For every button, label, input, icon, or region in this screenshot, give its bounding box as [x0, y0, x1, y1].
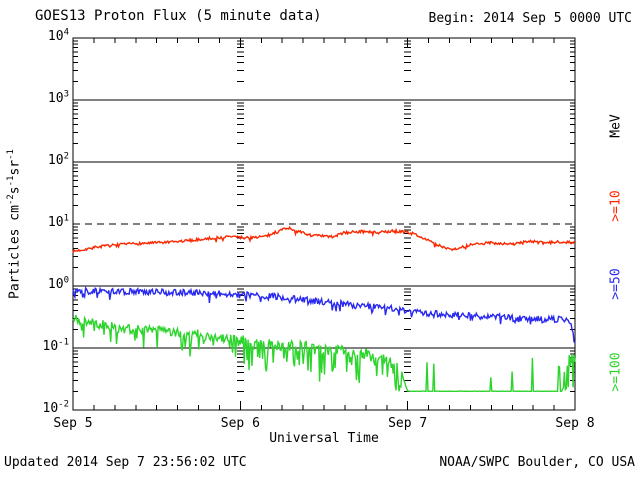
- x-axis-title: Universal Time: [269, 431, 379, 446]
- y-tick-label-10e1: 101: [47, 213, 69, 230]
- trace-100-mev: [72, 315, 576, 393]
- legend-label-10-mev: >=10: [608, 190, 624, 222]
- x-tick-label-sep-8: Sep 8: [555, 416, 595, 431]
- chart-title: GOES13 Proton Flux (5 minute data): [35, 8, 322, 24]
- trace-50-mev: [72, 286, 576, 344]
- legend-label-100-mev: >=100: [608, 352, 624, 392]
- y-tick-label-10e3: 103: [47, 89, 69, 106]
- y-tick-label-10e0: 100: [47, 275, 69, 292]
- begin-time-label: Begin: 2014 Sep 5 0000 UTC: [428, 11, 633, 26]
- y-tick-label-10e-2: 10-2: [42, 399, 70, 416]
- y-axis-title: Particles cm-2s-1sr-1: [6, 149, 23, 299]
- x-tick-label-sep-7: Sep 7: [388, 416, 428, 431]
- trace-10-mev: [72, 225, 576, 254]
- y-tick-label-10e-1: 10-1: [42, 337, 70, 354]
- legend-label-50-mev: >=50: [608, 268, 624, 300]
- updated-timestamp: Updated 2014 Sep 7 23:56:02 UTC: [4, 455, 247, 470]
- y-tick-label-10e2: 102: [47, 151, 69, 168]
- right-axis-unit-label: MeV: [608, 114, 624, 138]
- x-tick-label-sep-5: Sep 5: [53, 416, 93, 431]
- x-tick-label-sep-6: Sep 6: [220, 416, 260, 431]
- source-attribution: NOAA/SWPC Boulder, CO USA: [439, 455, 635, 470]
- y-tick-label-10e4: 104: [47, 27, 69, 44]
